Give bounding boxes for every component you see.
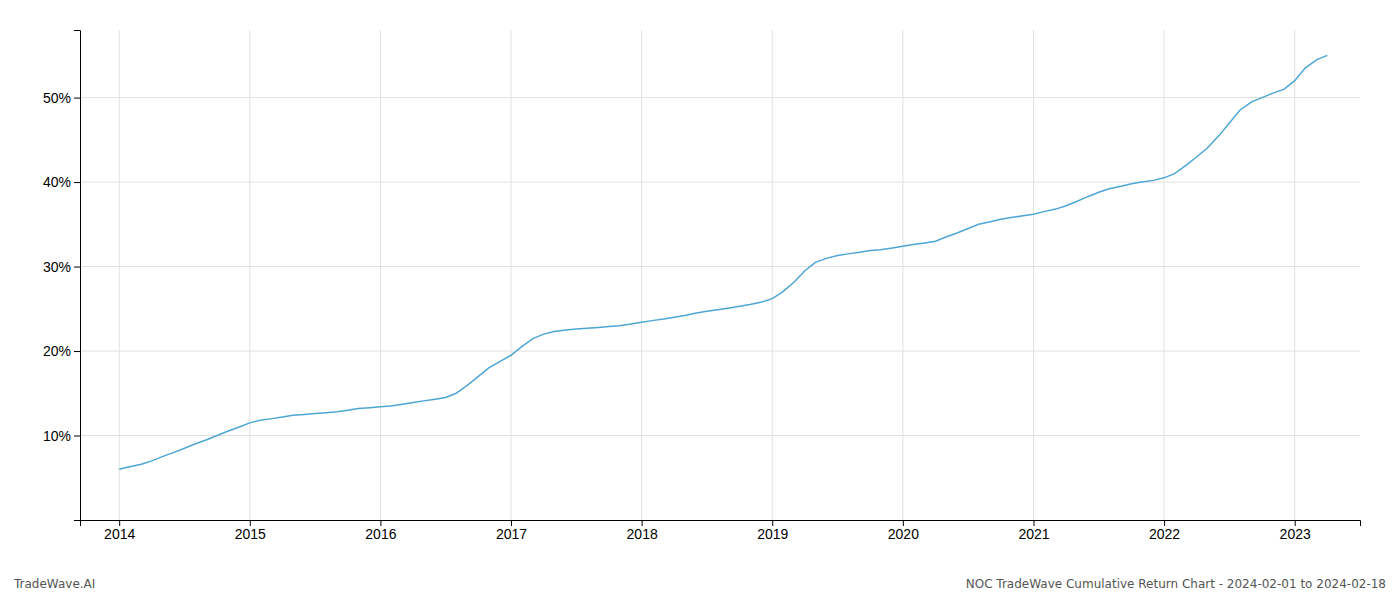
x-tick: 2021 [1018,520,1049,542]
x-axis: 2014 2015 2016 2017 2018 2019 2020 2021 2022 2023 [81,520,1361,542]
y-tick-label: 40% [43,174,71,190]
y-tick-label: 20% [43,343,71,359]
x-tick-label: 2014 [104,526,135,542]
x-tick-label: 2017 [496,526,527,542]
y-axis-line [74,31,81,521]
y-tick: 50% [43,90,80,106]
y-tick-label: 10% [43,427,71,443]
x-tick: 2018 [627,520,658,542]
grid-line-y [80,435,1360,436]
grid-line-y [80,97,1360,98]
grid-line-y [80,266,1360,267]
y-tick: 40% [43,174,80,190]
marks [119,55,1327,469]
grid [80,30,1360,520]
x-tick: 2017 [496,520,527,542]
y-tick-mark [74,267,80,268]
y-tick-label: 30% [43,259,71,275]
chart: 2014 2015 2016 2017 2018 2019 2020 2021 2022 2023… [0,0,1400,600]
grid-line-x [1033,30,1034,520]
x-tick-label: 2020 [888,526,919,542]
x-tick-label: 2019 [757,526,788,542]
grid-line-x [902,30,903,520]
x-tick: 2022 [1149,520,1180,542]
grid-line-x [380,30,381,520]
grid-line-y [80,182,1360,183]
x-tick-label: 2022 [1149,526,1180,542]
y-tick-label: 50% [43,90,71,106]
x-tick-label: 2018 [627,526,658,542]
x-tick-label: 2016 [365,526,396,542]
x-tick: 2019 [757,520,788,542]
x-tick: 2014 [104,520,135,542]
x-tick: 2015 [235,520,266,542]
footer: TradeWave.AI [13,577,95,591]
plot: 2014 2015 2016 2017 2018 2019 2020 2021 2022 2023… [43,30,1361,542]
x-tick: 2023 [1280,520,1311,542]
y-tick: 10% [43,427,80,443]
y-tick-mark [74,436,80,437]
grid-line-x [641,30,642,520]
y-axis: 10% 20% 30% 40% 50% [43,31,81,521]
x-tick-label: 2023 [1280,526,1311,542]
footer: NOC TradeWave Cumulative Return Chart - … [966,577,1386,591]
x-tick-label: 2015 [235,526,266,542]
line [119,55,1327,469]
y-tick: 30% [43,259,80,275]
grid-line-x [1164,30,1165,520]
y-tick-mark [74,182,80,183]
grid-line-x [249,30,250,520]
y-tick-mark [74,98,80,99]
x-tick: 2016 [365,520,396,542]
grid-line-x [119,30,120,520]
grid-line-y [80,351,1360,352]
x-tick: 2020 [888,520,919,542]
x-tick-label: 2021 [1018,526,1049,542]
y-tick-mark [74,351,80,352]
grid-line-x [511,30,512,520]
grid-line-x [1294,30,1295,520]
grid-line-x [772,30,773,520]
y-tick: 20% [43,343,80,359]
